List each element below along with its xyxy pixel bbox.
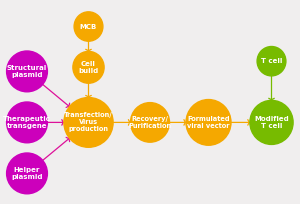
Text: Recovery/
Purification: Recovery/ Purification	[128, 116, 172, 129]
Ellipse shape	[7, 102, 47, 143]
Ellipse shape	[7, 51, 47, 92]
Text: Cell
build: Cell build	[78, 61, 99, 74]
Text: Structural
plasmid: Structural plasmid	[7, 65, 47, 78]
Text: Modified
T cell: Modified T cell	[254, 116, 289, 129]
Ellipse shape	[74, 12, 103, 41]
Text: Formulated
viral vector: Formulated viral vector	[187, 116, 230, 129]
Ellipse shape	[64, 98, 113, 147]
Ellipse shape	[7, 153, 47, 194]
Text: Therapeutic
transgene: Therapeutic transgene	[3, 116, 51, 129]
Ellipse shape	[73, 51, 104, 83]
Text: T cell: T cell	[261, 58, 282, 64]
Text: Transfection/
Virus
production: Transfection/ Virus production	[64, 112, 113, 132]
Ellipse shape	[186, 100, 231, 145]
Ellipse shape	[257, 47, 286, 76]
Ellipse shape	[250, 100, 293, 144]
Ellipse shape	[130, 103, 170, 142]
Text: MCB: MCB	[80, 23, 97, 30]
Text: Helper
plasmid: Helper plasmid	[11, 167, 43, 180]
